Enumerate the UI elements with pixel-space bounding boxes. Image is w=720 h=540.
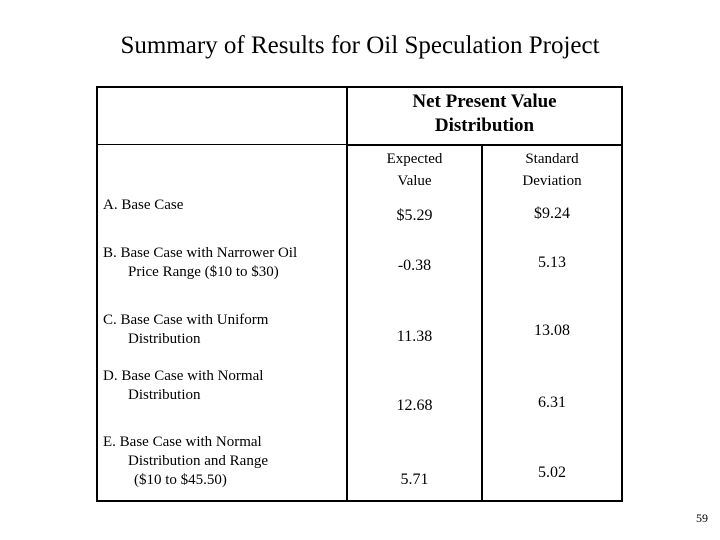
std-deviation-header: Standard Deviation bbox=[483, 148, 621, 192]
row-e-line2: Distribution and Range bbox=[128, 453, 268, 469]
row-d-line1: Base Case with Normal bbox=[121, 368, 264, 384]
row-e-line3: ($10 to $45.50) bbox=[134, 472, 227, 488]
row-b-expected: -0.38 bbox=[397, 257, 432, 274]
row-b-letter: B. bbox=[103, 245, 117, 261]
table-top-border bbox=[96, 86, 623, 88]
label-column-divider bbox=[346, 86, 348, 502]
row-c-line2: Distribution bbox=[128, 331, 201, 347]
row-c-expected: 11.38 bbox=[396, 328, 433, 345]
row-e-letter: E. bbox=[103, 434, 116, 450]
npv-header-line1: Net Present Value bbox=[412, 91, 557, 112]
row-a-letter: A. bbox=[103, 197, 118, 213]
row-e-expected: 5.71 bbox=[400, 471, 429, 488]
row-c-stdev: 13.08 bbox=[534, 322, 570, 339]
stdev-header-line2: Deviation bbox=[522, 173, 582, 189]
row-d-stdev: 6.31 bbox=[538, 394, 566, 411]
expected-header-line1: Expected bbox=[386, 151, 443, 167]
row-a-line1: Base Case bbox=[121, 197, 184, 213]
row-b-stdev: 5.13 bbox=[538, 254, 566, 271]
row-b-label: B. Base Case with Narrower Oil Price Ran… bbox=[103, 244, 297, 282]
row-c-label: C. Base Case with Uniform Distribution bbox=[103, 311, 268, 349]
row-b-line1: Base Case with Narrower Oil bbox=[120, 245, 298, 261]
row-d-expected: 12.68 bbox=[396, 397, 433, 414]
header-divider-right bbox=[348, 144, 622, 146]
npv-distribution-header: Net Present Value Distribution bbox=[348, 90, 621, 138]
npv-header-line2: Distribution bbox=[434, 115, 535, 136]
header-divider-left bbox=[96, 144, 348, 145]
row-e-label: E. Base Case with Normal Distribution an… bbox=[103, 433, 268, 490]
row-a-label: A. Base Case bbox=[103, 196, 183, 215]
value-column-divider bbox=[481, 144, 483, 502]
table-left-border bbox=[96, 86, 98, 502]
table-right-border bbox=[621, 86, 623, 502]
row-a-expected: $5.29 bbox=[396, 207, 433, 224]
table-bottom-border bbox=[96, 500, 623, 502]
page-number: 59 bbox=[696, 511, 708, 525]
expected-header-line2: Value bbox=[397, 173, 432, 189]
stdev-header-line1: Standard bbox=[525, 151, 579, 167]
row-c-letter: C. bbox=[103, 312, 117, 328]
expected-value-header: Expected Value bbox=[348, 148, 481, 192]
row-c-line1: Base Case with Uniform bbox=[120, 312, 269, 328]
row-d-label: D. Base Case with Normal Distribution bbox=[103, 367, 263, 405]
row-a-stdev: $9.24 bbox=[534, 205, 570, 222]
row-e-stdev: 5.02 bbox=[538, 464, 566, 481]
row-d-line2: Distribution bbox=[128, 387, 201, 403]
slide-title: Summary of Results for Oil Speculation P… bbox=[120, 32, 600, 59]
row-d-letter: D. bbox=[103, 368, 118, 384]
row-b-line2: Price Range ($10 to $30) bbox=[128, 264, 279, 280]
row-e-line1: Base Case with Normal bbox=[119, 434, 262, 450]
